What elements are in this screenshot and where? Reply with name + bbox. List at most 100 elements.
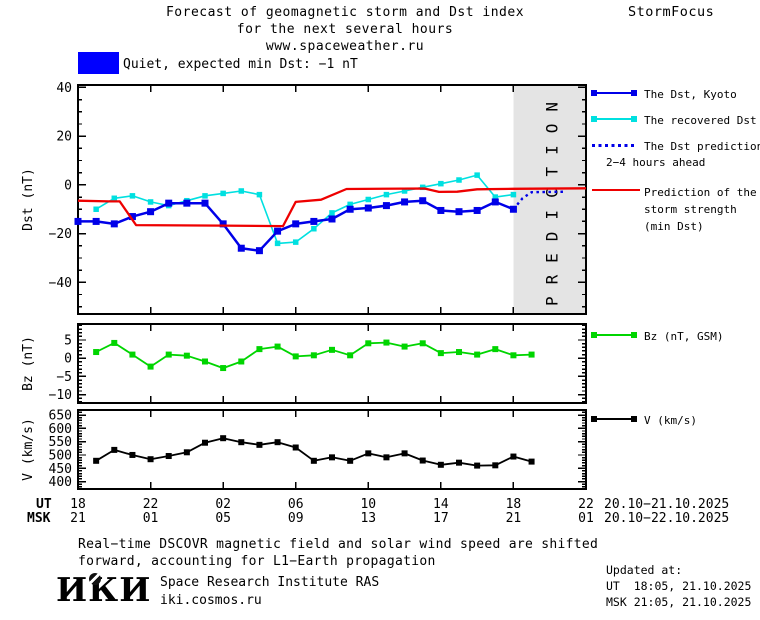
x-tick-label: 21 xyxy=(505,511,522,526)
y-tick-label: 650 xyxy=(49,409,72,424)
x-tick-label: 09 xyxy=(287,511,304,526)
data-point-marker xyxy=(401,198,409,206)
data-point-marker xyxy=(365,340,372,347)
updated-at-msk: MSK 21:05, 21.10.2025 xyxy=(606,595,752,609)
msk-axis-label: MSK xyxy=(27,511,51,526)
msk-date-range: 20.10−22.10.2025 xyxy=(604,511,730,526)
data-point-marker xyxy=(455,208,463,216)
data-point-marker xyxy=(419,340,426,347)
data-point-marker xyxy=(165,453,172,460)
data-point-marker xyxy=(202,439,208,446)
data-point-marker xyxy=(364,204,372,212)
xaxis-msk-row: MSK 21 01 05 09 13 17 21 01 20.10−22.10.2025 xyxy=(0,511,760,526)
legend-dst-prediction-line1: The Dst prediction xyxy=(644,140,760,153)
iki-logo-disc-icon xyxy=(89,573,101,585)
data-point-marker xyxy=(111,195,118,202)
title-line-2: for the next several hours xyxy=(236,22,454,37)
data-point-marker xyxy=(346,205,354,213)
data-point-marker xyxy=(147,208,155,216)
legend-bz: Bz (nT, GSM) xyxy=(591,329,723,345)
prediction-band xyxy=(513,85,586,314)
data-point-marker xyxy=(492,346,499,353)
data-point-marker xyxy=(183,449,190,456)
dst-kyoto-line-sample xyxy=(591,90,637,96)
data-point-marker xyxy=(528,458,535,465)
x-tick-label: 01 xyxy=(142,511,159,526)
x-tick-label: 22 xyxy=(142,497,159,512)
data-point-marker xyxy=(419,457,426,464)
data-point-marker xyxy=(437,350,444,357)
data-point-marker xyxy=(437,461,444,468)
data-point-marker xyxy=(129,351,136,358)
data-point-marker xyxy=(93,457,100,464)
x-tick-label: 18 xyxy=(505,497,522,512)
data-point-marker xyxy=(456,177,462,183)
data-point-marker xyxy=(183,199,191,207)
data-point-marker xyxy=(147,456,154,463)
legend-storm-strength-line3: (min Dst) xyxy=(644,220,704,233)
legend-v: V (km/s) xyxy=(591,413,697,429)
data-point-marker xyxy=(310,217,318,225)
data-point-marker xyxy=(473,206,481,214)
x-tick-label: 01 xyxy=(578,511,594,526)
institute-name: Space Research Institute RAS xyxy=(160,575,380,590)
data-point-marker xyxy=(510,191,517,198)
data-point-marker xyxy=(74,217,82,225)
data-point-marker xyxy=(256,346,263,353)
storm-level-label: Quiet, expected min Dst: −1 nT xyxy=(123,57,358,72)
data-point-marker xyxy=(292,220,300,228)
x-tick-label: 02 xyxy=(215,497,231,512)
data-point-marker xyxy=(491,198,499,206)
y-tick-label: −10 xyxy=(49,388,72,403)
legend-recovered-dst-label: The recovered Dst xyxy=(644,114,757,127)
legend-storm-strength-line1: Prediction of the xyxy=(644,186,757,199)
institute-site: iki.cosmos.ru xyxy=(160,593,262,608)
data-point-marker xyxy=(383,454,390,461)
page-title: Forecast of geomagnetic storm and Dst in… xyxy=(75,4,615,55)
data-point-marker xyxy=(292,444,299,451)
data-point-marker xyxy=(456,459,462,466)
data-point-marker xyxy=(238,439,245,446)
y-tick-label: 5 xyxy=(64,334,72,349)
data-point-marker xyxy=(492,194,499,200)
data-point-marker xyxy=(329,454,335,461)
data-point-marker xyxy=(474,172,480,178)
data-point-marker xyxy=(202,358,208,365)
data-point-marker xyxy=(311,225,317,232)
y-tick-label: 0 xyxy=(64,178,72,193)
x-tick-label: 22 xyxy=(578,497,594,512)
data-point-marker xyxy=(128,213,136,221)
bz-panel: −10 −5 0 5 Bz (nT) xyxy=(21,323,587,404)
y-tick-label: 20 xyxy=(56,130,72,145)
data-point-marker xyxy=(474,351,481,358)
panel-frame xyxy=(77,84,587,315)
data-point-marker xyxy=(437,206,445,214)
data-point-marker xyxy=(202,193,208,199)
data-point-marker xyxy=(220,365,227,372)
legend-dst-prediction-line2: 2−4 hours ahead xyxy=(606,156,706,169)
y-tick-label: 500 xyxy=(49,448,72,463)
data-point-marker xyxy=(510,352,517,359)
data-point-marker xyxy=(93,349,100,356)
panel-frame xyxy=(77,409,587,490)
data-point-marker xyxy=(401,450,408,457)
data-point-marker xyxy=(129,451,136,458)
data-point-marker xyxy=(220,435,227,442)
legend-recovered-dst: The recovered Dst xyxy=(591,113,757,129)
data-point-marker xyxy=(401,343,408,350)
data-point-marker xyxy=(220,190,226,197)
data-point-marker xyxy=(292,239,299,245)
y-axis-title-bz: Bz (nT) xyxy=(21,336,36,391)
x-tick-label: 17 xyxy=(433,511,449,526)
data-point-marker xyxy=(274,227,282,235)
dst-prediction-line-sample xyxy=(592,144,636,147)
data-point-marker xyxy=(365,450,372,457)
data-point-marker xyxy=(256,441,263,448)
legend-dst-kyoto-label: The Dst, Kyoto xyxy=(644,88,737,101)
series-the-dst-prediction-2-4-hours-ahead xyxy=(512,190,567,210)
xaxis-ut-row: UT 18 22 02 06 10 14 18 22 20.10−21.10.2025 xyxy=(0,497,760,512)
data-point-marker xyxy=(492,462,499,469)
y-tick-label: −40 xyxy=(49,276,72,291)
